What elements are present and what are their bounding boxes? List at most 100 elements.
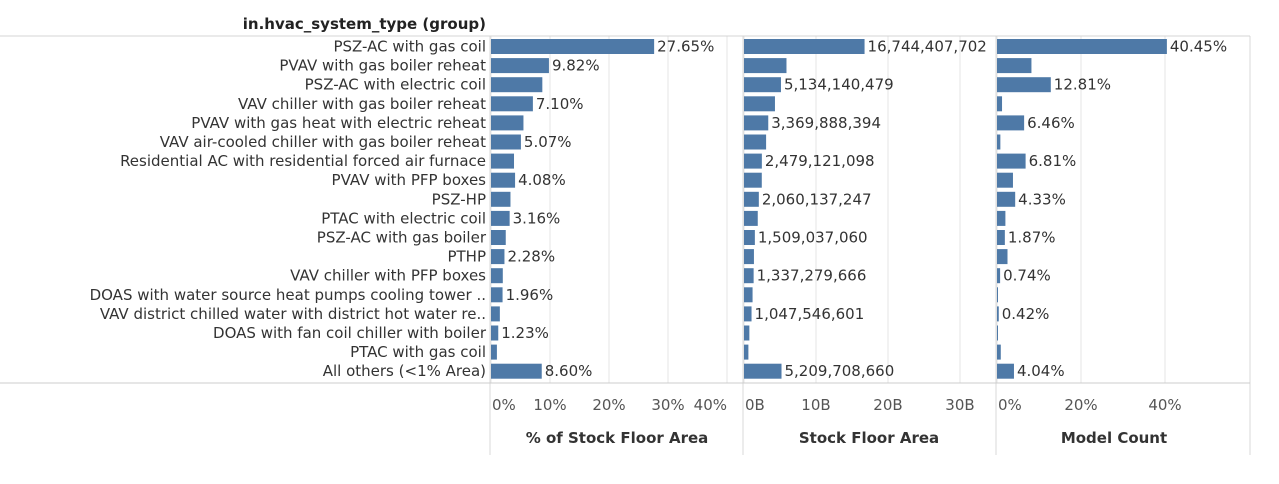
grid-layer: [489, 36, 1251, 455]
bar: [997, 172, 1013, 188]
category-label: PSZ-AC with gas boiler: [317, 229, 487, 247]
tick-label: 40%: [1148, 396, 1181, 414]
bar: [744, 210, 758, 226]
category-label: Residential AC with residential forced a…: [120, 152, 486, 170]
bar: [491, 153, 515, 169]
bar: [491, 134, 521, 150]
tick-label: 30%: [651, 396, 684, 414]
category-label: PSZ-AC with gas coil: [333, 38, 486, 56]
bar: [744, 39, 865, 54]
bar: [997, 306, 999, 322]
bar: [744, 58, 787, 74]
data-label: 27.65%: [657, 38, 714, 56]
bar: [491, 287, 503, 303]
tick-label: 40%: [694, 396, 727, 414]
bar: [997, 325, 998, 341]
category-label: PTAC with electric coil: [321, 209, 486, 227]
bar: [491, 172, 516, 188]
data-label: 6.46%: [1027, 114, 1075, 132]
bar: [744, 249, 754, 265]
data-label: 1.23%: [501, 324, 549, 342]
category-label: VAV district chilled water with district…: [100, 305, 486, 323]
data-label: 1,047,546,601: [755, 305, 865, 323]
bar: [491, 306, 500, 322]
bar: [744, 172, 762, 188]
bar: [744, 153, 762, 169]
data-label: 5,134,140,479: [784, 76, 894, 94]
data-label: 2,479,121,098: [765, 152, 875, 170]
data-label: 9.82%: [552, 57, 600, 75]
data-label: 1,337,279,666: [757, 267, 867, 285]
bar: [744, 287, 753, 303]
bar: [997, 363, 1014, 379]
tick-label: 20%: [1064, 396, 1097, 414]
data-label: 1.87%: [1008, 229, 1056, 247]
data-label: 16,744,407,702: [868, 38, 987, 56]
data-label: 0.42%: [1002, 305, 1050, 323]
bar: [744, 115, 769, 131]
bar: [744, 306, 752, 322]
bar: [997, 58, 1032, 74]
data-label: 40.45%: [1170, 38, 1227, 56]
data-label: 12.81%: [1054, 76, 1111, 94]
category-label: DOAS with fan coil chiller with boiler: [213, 324, 487, 342]
category-label: PSZ-AC with electric coil: [305, 76, 486, 94]
category-label: All others (<1% Area): [323, 362, 486, 380]
bar: [997, 191, 1016, 207]
data-label: 3.16%: [513, 209, 561, 227]
axis-title: Model Count: [1061, 429, 1167, 447]
bar: [491, 363, 542, 379]
bar: [744, 134, 767, 150]
bar-layer: 27.65% 9.82% 7.10% 5.07% 4.08% 3.16% 2.28% 1.96…: [491, 38, 1227, 380]
category-label: PVAV with gas boiler reheat: [279, 57, 486, 75]
bar: [491, 268, 503, 284]
data-label: 3,369,888,394: [771, 114, 881, 132]
data-label: 4.04%: [1017, 362, 1065, 380]
axis-title: Stock Floor Area: [799, 429, 939, 447]
tick-label: 30B: [945, 396, 974, 414]
bar: [744, 230, 755, 245]
tick-label: 10%: [533, 396, 566, 414]
data-label: 4.08%: [518, 171, 566, 189]
category-label: PTAC with gas coil: [350, 343, 486, 361]
tick-label: 20%: [592, 396, 625, 414]
data-label: 1,509,037,060: [758, 229, 868, 247]
bar: [744, 325, 750, 341]
bar: [997, 77, 1051, 93]
bar: [491, 191, 511, 207]
bar: [491, 58, 549, 74]
bar: [491, 77, 543, 93]
bar: [997, 287, 998, 303]
bar: [997, 210, 1006, 226]
bar: [744, 344, 749, 360]
category-label: DOAS with water source heat pumps coolin…: [90, 286, 486, 304]
bar: [997, 115, 1025, 131]
tick-label: 0%: [998, 396, 1022, 414]
row-header: in.hvac_system_type (group): [243, 15, 486, 33]
data-label: 5.07%: [524, 133, 572, 151]
bar: [744, 77, 781, 93]
data-label: 8.60%: [545, 362, 593, 380]
category-label: PVAV with PFP boxes: [332, 171, 487, 189]
bar: [997, 230, 1005, 245]
category-label: PSZ-HP: [432, 190, 486, 208]
data-label: 2.28%: [507, 248, 555, 266]
category-label: PTHP: [447, 248, 486, 266]
bar: [997, 96, 1003, 112]
tick-label: 10B: [801, 396, 830, 414]
bar: [491, 325, 499, 341]
data-label: 6.81%: [1029, 152, 1077, 170]
bar: [997, 153, 1026, 169]
tick-label: 20B: [873, 396, 902, 414]
bar: [491, 249, 505, 265]
bar: [491, 39, 655, 54]
bar: [744, 268, 754, 284]
data-label: 1.96%: [506, 286, 554, 304]
bar: [997, 39, 1167, 54]
bar: [491, 96, 533, 112]
bar: [491, 230, 506, 245]
data-label: 2,060,137,247: [762, 190, 872, 208]
bar: [744, 191, 759, 207]
